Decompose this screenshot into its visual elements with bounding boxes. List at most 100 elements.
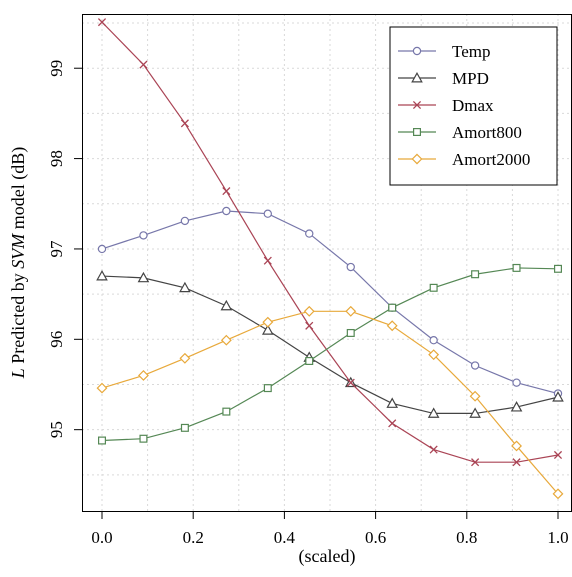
legend-label-amort800: Amort800 [452, 123, 522, 142]
data-point-amort800 [97, 436, 106, 445]
data-point-temp [429, 336, 438, 345]
data-point-amort800 [305, 356, 314, 365]
data-point-dmax [471, 458, 480, 467]
data-point-amort800 [346, 328, 355, 337]
x-tick-label: 0.4 [274, 528, 296, 547]
series-line-mpd [101, 275, 559, 415]
series-line-amort800 [101, 267, 559, 442]
data-point-amort2000 [179, 352, 191, 364]
data-point-temp [470, 361, 480, 370]
axes: 0.0 0.2 0.4 0.6 0.8 1.0 95 96 97 98 99 [47, 60, 569, 547]
data-point-dmax [346, 378, 355, 387]
data-point-mpd [137, 271, 150, 283]
legend-item-mpd: MPD [398, 69, 489, 88]
series-group [96, 18, 564, 500]
y-axis-label: L Predicted by SVM model (dB) [8, 147, 29, 380]
data-point-amort800 [180, 423, 189, 432]
x-tick-label: 1.0 [547, 528, 568, 547]
y-axis-label-part: SVM [8, 233, 28, 269]
data-point-dmax [388, 419, 397, 428]
data-point-amort2000 [428, 349, 440, 361]
series-line-amort2000 [101, 310, 559, 495]
data-point-amort2000 [345, 305, 357, 317]
y-axis-label-part: Predicted by [8, 269, 28, 368]
data-point-dmax [180, 119, 189, 128]
data-point-amort800 [471, 270, 480, 279]
data-point-amort2000 [138, 370, 149, 381]
data-point-amort2000 [469, 390, 481, 402]
legend-item-dmax: Dmax [398, 96, 494, 115]
x-tick-label: 0.6 [365, 528, 386, 547]
y-axis-label-part: L [8, 368, 28, 379]
data-point-dmax [429, 445, 438, 454]
data-point-temp [97, 244, 107, 254]
data-point-mpd [386, 397, 399, 408]
data-point-amort2000 [511, 440, 522, 452]
legend-label-amort2000: Amort2000 [452, 150, 530, 169]
y-tick-label: 98 [47, 150, 66, 167]
data-point-dmax [97, 18, 107, 27]
legend-marker-temp [412, 46, 422, 56]
data-point-amort2000 [552, 488, 564, 500]
data-point-temp [512, 378, 521, 387]
data-point-mpd [96, 270, 108, 281]
y-tick-label: 95 [47, 421, 66, 438]
legend-marker-amort2000 [411, 153, 423, 165]
data-point-amort2000 [386, 320, 398, 332]
data-point-temp [180, 216, 190, 226]
x-axis-label: (scaled) [299, 546, 356, 567]
data-point-amort800 [388, 303, 397, 312]
data-point-temp [139, 231, 148, 240]
y-axis-label-part: model (dB) [8, 147, 29, 234]
legend-item-amort2000: Amort2000 [398, 150, 530, 169]
data-point-amort800 [263, 384, 272, 393]
data-point-dmax [553, 450, 563, 460]
data-point-dmax [222, 187, 231, 196]
grid [82, 14, 572, 511]
data-point-amort800 [139, 434, 148, 443]
data-point-amort2000 [220, 334, 232, 346]
legend-label-temp: Temp [452, 42, 490, 61]
data-point-amort2000 [262, 316, 274, 328]
legend-item-amort800: Amort800 [398, 123, 522, 142]
data-point-amort2000 [303, 305, 315, 317]
data-point-temp [305, 229, 314, 238]
data-point-temp [263, 209, 273, 218]
series-amort2000 [96, 305, 564, 500]
data-point-mpd [510, 401, 523, 412]
data-point-mpd [261, 324, 274, 335]
legend-marker-dmax [412, 100, 422, 110]
legend-marker-amort800 [413, 128, 422, 137]
series-line-temp [101, 210, 559, 395]
x-tick-label: 0.0 [91, 528, 112, 547]
data-point-mpd [552, 391, 564, 402]
legend-label-mpd: MPD [452, 69, 489, 88]
data-point-dmax [139, 60, 148, 69]
series-temp [97, 206, 563, 398]
series-line-dmax [101, 21, 559, 463]
data-point-amort800 [429, 283, 438, 292]
data-point-dmax [512, 458, 521, 467]
data-point-amort800 [222, 407, 231, 416]
data-point-amort800 [512, 263, 521, 272]
legend-marker-mpd [411, 71, 423, 83]
x-tick-label: 0.2 [183, 528, 204, 547]
data-point-temp [222, 206, 231, 216]
data-point-mpd [469, 407, 481, 418]
data-point-mpd [427, 407, 440, 418]
data-point-amort2000 [96, 382, 108, 394]
y-tick-label: 97 [47, 240, 66, 257]
legend-item-temp: Temp [398, 42, 490, 61]
data-point-mpd [179, 281, 191, 293]
x-tick-label: 0.8 [456, 528, 477, 547]
series-amort800 [97, 263, 562, 445]
series-dmax [97, 18, 563, 467]
data-point-amort800 [553, 264, 562, 273]
y-tick-label: 99 [47, 60, 66, 77]
data-point-dmax [263, 256, 272, 265]
legend: Temp MPD Dmax Amort800 Amort2000 [389, 26, 558, 186]
data-point-dmax [305, 321, 314, 330]
y-tick-label: 96 [47, 331, 66, 348]
